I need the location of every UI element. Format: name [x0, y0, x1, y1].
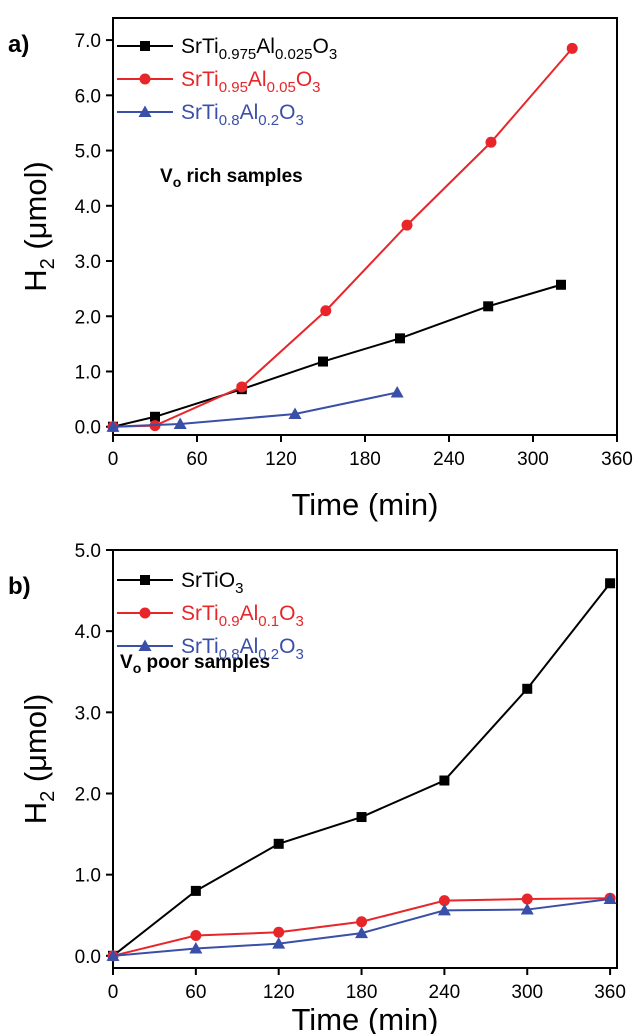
- x-tick-label: 360: [601, 449, 633, 470]
- data-point: [521, 893, 533, 905]
- data-point: [150, 411, 160, 422]
- data-point: [189, 942, 203, 954]
- data-point: [520, 903, 534, 915]
- data-point: [320, 305, 332, 317]
- x-axis-title: Time (min): [292, 487, 439, 522]
- y-tick-label: 0.0: [75, 418, 101, 439]
- legend-label: SrTi0.95Al0.05O3: [181, 68, 321, 96]
- y-tick-label: 3.0: [75, 703, 101, 724]
- series-line: [112, 391, 398, 428]
- x-tick-label: 120: [265, 449, 297, 470]
- plot-frame: [112, 549, 618, 969]
- x-axis-title: Time (min): [292, 1002, 439, 1034]
- data-point: [603, 892, 617, 905]
- legend-item: SrTi0.975Al0.025O3: [117, 35, 337, 63]
- y-tick-label: 1.0: [75, 362, 101, 383]
- y-tick-label: 6.0: [75, 86, 101, 107]
- series-1: [107, 42, 578, 433]
- data-point: [401, 219, 413, 231]
- legend-item: SrTi0.8Al0.2O3: [117, 101, 304, 129]
- data-point: [273, 838, 284, 849]
- x-tick-label: 180: [349, 449, 381, 470]
- legend-label: SrTi0.8Al0.2O3: [181, 101, 304, 129]
- data-point: [395, 333, 405, 344]
- y-tick-label: 1.0: [75, 866, 101, 887]
- data-point: [106, 420, 120, 432]
- series-0: [108, 279, 566, 432]
- data-point: [318, 356, 328, 367]
- x-tick-label: 300: [511, 982, 543, 1003]
- data-point: [190, 885, 201, 896]
- panel-label: b): [8, 573, 31, 600]
- data-point: [437, 903, 451, 916]
- legend-marker: [138, 105, 152, 117]
- data-point: [356, 916, 368, 928]
- data-point: [485, 136, 497, 148]
- data-point: [439, 775, 450, 786]
- x-tick-label: 240: [433, 449, 465, 470]
- data-point: [483, 301, 494, 312]
- x-tick-label: 300: [517, 449, 549, 470]
- panel-label: a): [8, 31, 29, 58]
- series-2: [106, 892, 617, 961]
- data-point: [522, 683, 533, 694]
- chart-panel-b: 0 60 120 180 240 300 360 0.0 1.0 2.0 3.0 4.0 5.0 Time…: [8, 541, 626, 1034]
- y-tick-label: 5.0: [75, 541, 101, 562]
- legend-marker: [140, 41, 150, 51]
- y-tick-label: 2.0: [75, 784, 101, 805]
- y-tick-label: 4.0: [75, 622, 101, 643]
- legend-marker: [139, 607, 151, 619]
- y-tick-label: 5.0: [75, 142, 101, 163]
- legend-item: SrTi0.95Al0.05O3: [117, 68, 321, 96]
- legend-label: SrTiO3: [181, 569, 243, 597]
- x-tick-label: 120: [263, 982, 295, 1003]
- legend-marker: [139, 73, 151, 85]
- annotation: Vo poor samples: [120, 652, 270, 676]
- data-point: [390, 385, 404, 398]
- data-point: [556, 279, 566, 290]
- legend-label: SrTi0.975Al0.025O3: [181, 35, 337, 63]
- legend-item: SrTi0.9Al0.1O3: [117, 602, 304, 630]
- x-tick-label: 60: [186, 449, 207, 470]
- y-axis-title: H2 (μmol): [18, 161, 59, 292]
- y-tick-label: 0.0: [75, 947, 101, 968]
- data-point: [566, 42, 578, 54]
- y-tick-label: 4.0: [75, 197, 101, 218]
- data-point: [438, 895, 450, 907]
- data-point: [272, 937, 286, 949]
- x-tick-label: 0: [108, 982, 119, 1003]
- data-point: [236, 381, 248, 393]
- y-axis-title: H2 (μmol): [18, 694, 59, 825]
- x-tick-label: 240: [429, 982, 461, 1003]
- x-tick-label: 0: [108, 449, 119, 470]
- y-tick-label: 2.0: [75, 307, 101, 328]
- legend-marker: [140, 575, 150, 585]
- legend-marker: [138, 639, 152, 651]
- x-tick-label: 360: [594, 982, 626, 1003]
- data-point: [173, 417, 187, 429]
- y-tick-label: 3.0: [75, 252, 101, 273]
- data-point: [106, 949, 120, 961]
- data-point: [190, 930, 202, 942]
- x-tick-label: 60: [185, 982, 206, 1003]
- legend-item: SrTi0.8Al0.2O3: [117, 635, 304, 663]
- legend-item: SrTiO3: [117, 569, 243, 597]
- y-tick-label: 7.0: [75, 31, 101, 52]
- data-point: [356, 812, 367, 823]
- x-tick-label: 180: [346, 982, 378, 1003]
- data-point: [355, 926, 369, 939]
- data-point: [605, 578, 616, 589]
- annotation: Vo rich samples: [160, 166, 303, 190]
- data-point: [273, 926, 285, 938]
- series-2: [106, 385, 404, 432]
- data-point: [288, 407, 302, 420]
- legend-label: SrTi0.8Al0.2O3: [181, 635, 304, 663]
- chart-panel-a: 0 60 120 180 240 300 360 0.0 1.0 2.0 3.0 4.0 5.0 6.0 7…: [8, 17, 633, 522]
- legend-label: SrTi0.9Al0.1O3: [181, 602, 304, 630]
